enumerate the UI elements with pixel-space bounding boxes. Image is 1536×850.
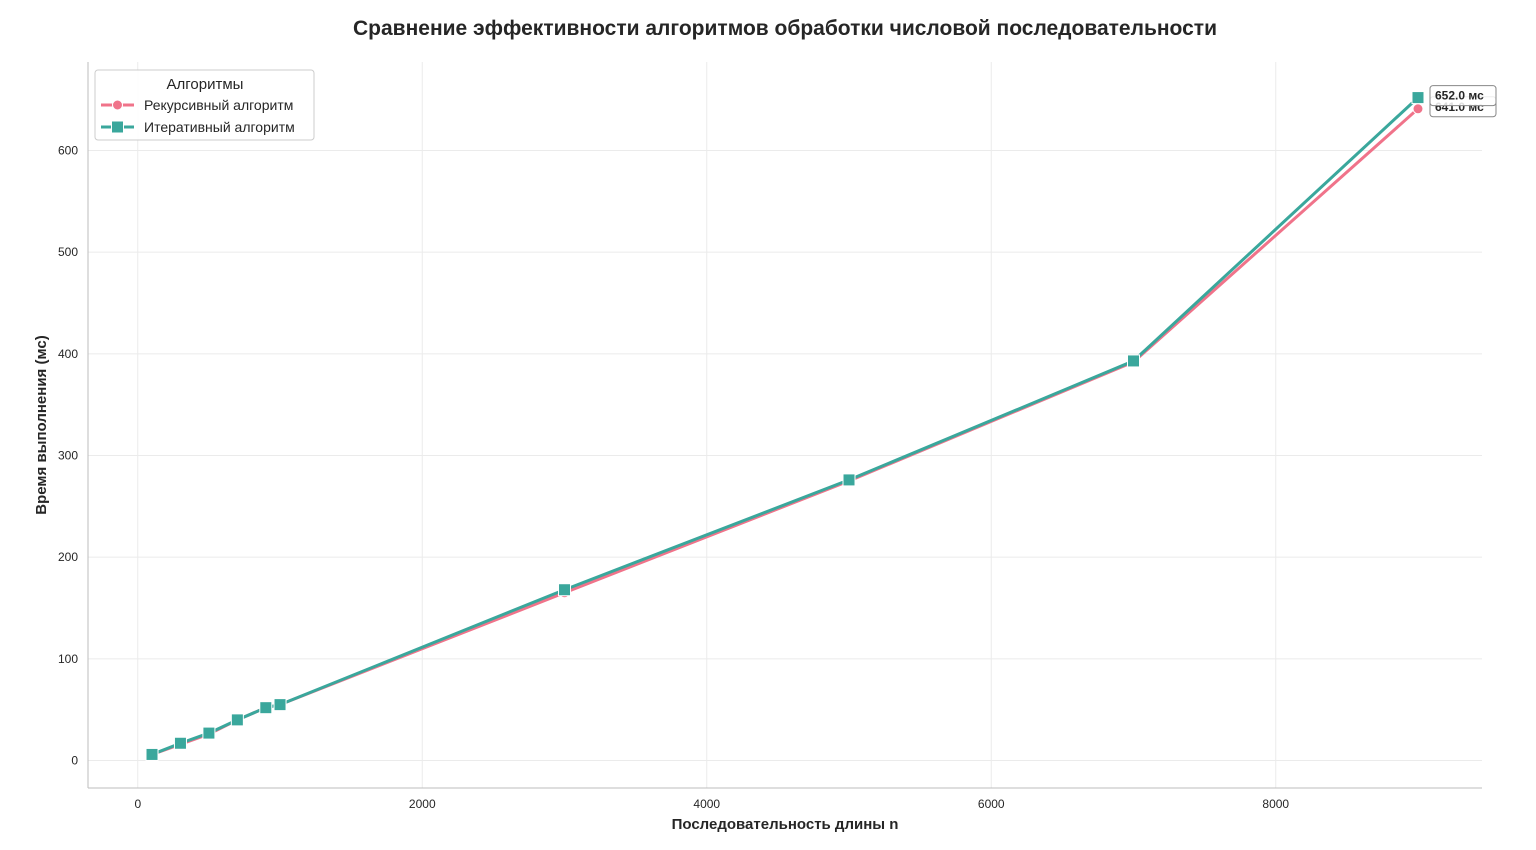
x-tick-label: 2000 [409,797,436,811]
data-point-series-2 [273,698,287,712]
y-tick-label: 100 [58,652,78,666]
tick-labels: 0 2000 4000 6000 8000 0 100 200 300 400 500 600 [58,143,1289,811]
chart-title: Сравнение эффективности алгоритмов обраб… [353,17,1217,40]
legend-title: Алгоритмы [167,76,244,93]
legend-label: Итеративный алгоритм [144,119,295,135]
series-line-2 [151,96,1420,756]
series-markers [145,91,1425,761]
data-point-series-2 [259,701,273,715]
legend-marker [111,120,124,134]
annotation-box [1429,85,1497,107]
legend-entry-2: Итеративный алгоритм [101,119,295,135]
data-point-series-2 [145,747,159,761]
y-tick-label: 200 [58,550,78,564]
x-axis-label: Последовательность длины n [672,816,899,833]
legend-label: Рекурсивный алгоритм [144,97,293,113]
data-point-series-2 [842,473,856,487]
legend: Алгоритмы Рекурсивный алгоритм Итеративны… [94,69,315,141]
legend-entries: Рекурсивный алгоритм Итеративный алгоритм [101,97,295,135]
data-point-series-2 [230,713,244,727]
data-point-series-2 [173,736,187,750]
x-tick-label: 4000 [693,797,720,811]
y-tick-label: 600 [58,143,78,157]
y-tick-label: 500 [58,245,78,259]
y-tick-label: 400 [58,347,78,361]
data-point-series-1 [1412,103,1424,115]
data-point-series-2 [202,726,216,740]
y-tick-label: 300 [58,449,78,463]
x-tick-label: 8000 [1262,797,1289,811]
annotation-label: 652.0 мс [1435,89,1484,103]
x-tick-label: 0 [134,797,141,811]
data-point-series-2 [1411,91,1425,105]
legend-box [94,69,315,141]
data-point-series-2 [1127,354,1140,368]
y-axis-label: Время выполнения (мс) [33,335,50,514]
series-lines [151,96,1420,756]
data-point-series-2 [558,583,572,597]
y-tick-label: 0 [71,754,78,768]
legend-marker [112,99,123,111]
x-tick-label: 6000 [978,797,1005,811]
legend-entry-1: Рекурсивный алгоритм [101,97,293,113]
annotation-2: 652.0 мс [1429,85,1497,107]
